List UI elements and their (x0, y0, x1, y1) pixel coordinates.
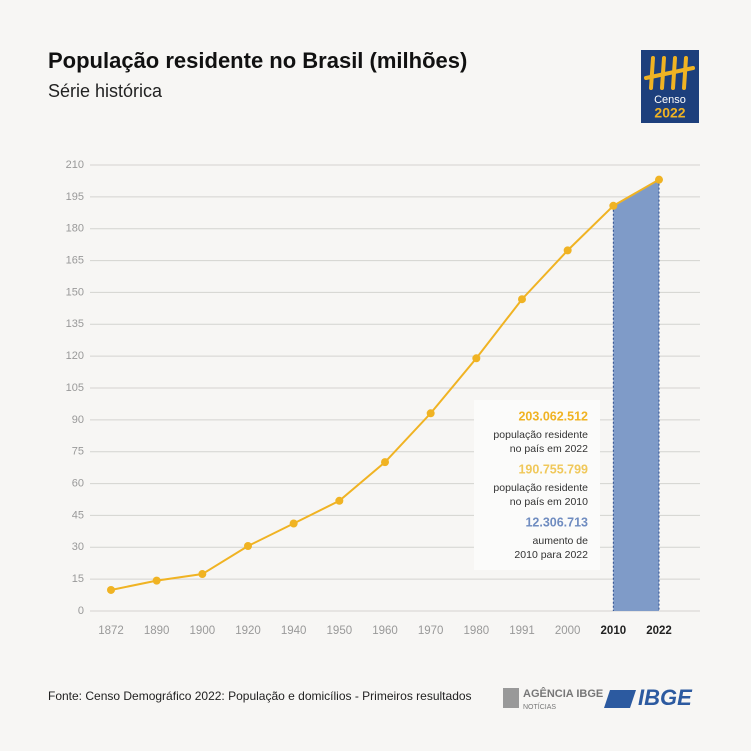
x-tick-label: 2010 (601, 625, 627, 637)
x-tick-label: 1980 (464, 625, 490, 637)
x-tick-label: 1900 (190, 625, 216, 637)
agency-name: AGÊNCIA IBGE (523, 687, 603, 700)
x-tick-label: 1920 (235, 625, 261, 637)
y-tick-label: 195 (66, 191, 84, 203)
data-point (609, 201, 618, 210)
data-point (107, 585, 115, 594)
logo-tally (644, 56, 695, 90)
annotation-value: 12.306.713 (525, 515, 588, 529)
y-tick-label: 165 (66, 254, 84, 266)
data-point (518, 295, 526, 304)
logo-year: 2022 (654, 105, 685, 121)
data-point (655, 175, 663, 184)
data-point (426, 409, 435, 418)
data-point (472, 354, 481, 363)
chart-subtitle: Série histórica (48, 81, 163, 101)
annotation-value: 203.062.512 (518, 409, 588, 423)
y-tick-label: 135 (66, 318, 84, 330)
x-tick-label: 1991 (509, 625, 535, 637)
y-tick-label: 150 (66, 286, 84, 298)
y-tick-label: 75 (72, 446, 84, 458)
annotation-text: no país em 2010 (510, 496, 588, 508)
annotation-text: no país em 2022 (510, 443, 588, 455)
y-tick-label: 90 (72, 414, 84, 426)
y-tick-label: 210 (66, 159, 84, 171)
data-point (289, 519, 298, 528)
agency-sub: NOTÍCIAS (523, 702, 556, 711)
ibge-brand: IBGE (638, 685, 693, 710)
source: Fonte: Censo Demográfico 2022: População… (48, 689, 472, 703)
y-tick-label: 120 (66, 350, 84, 362)
y-tick-label: 0 (78, 605, 84, 617)
logo-word: Censo (654, 94, 686, 106)
data-point (335, 496, 344, 505)
data-point (381, 458, 389, 467)
annotation-text: 2010 para 2022 (514, 549, 588, 561)
censo-logo: Censo 2022 (641, 50, 699, 123)
x-tick-label: 1940 (281, 625, 307, 637)
x-tick-label: 1890 (144, 625, 170, 637)
y-tick-label: 180 (66, 223, 84, 235)
y-tick-label: 15 (72, 573, 84, 585)
data-point (152, 576, 161, 585)
x-tick-label: 1872 (98, 625, 124, 637)
x-tick-label: 1960 (372, 625, 398, 637)
y-tick-label: 60 (72, 477, 84, 489)
x-tick-label: 1970 (418, 625, 444, 637)
data-point (563, 246, 572, 255)
chart-title: População residente no Brasil (milhões) (48, 48, 467, 73)
x-tick-label: 2000 (555, 625, 581, 637)
annotation-text: população residente (493, 429, 588, 441)
data-point (198, 570, 207, 579)
ibge-logo: IBGE (604, 685, 693, 710)
y-tick-label: 45 (72, 509, 84, 521)
x-tick-label: 1950 (327, 625, 353, 637)
data-point (244, 542, 252, 551)
y-tick-label: 30 (72, 541, 84, 553)
x-tick-label: 2022 (646, 625, 672, 637)
annotation-text: população residente (493, 482, 588, 494)
annotation-text: aumento de (533, 535, 589, 547)
annotation-box (474, 400, 600, 570)
y-tick-label: 105 (66, 382, 84, 394)
annotation-value: 190.755.799 (518, 462, 588, 476)
agency-logo: AGÊNCIA IBGE NOTÍCIAS (503, 687, 603, 711)
highlight-area (613, 179, 659, 611)
ibge-icon (604, 690, 636, 708)
agency-icon (503, 688, 519, 708)
